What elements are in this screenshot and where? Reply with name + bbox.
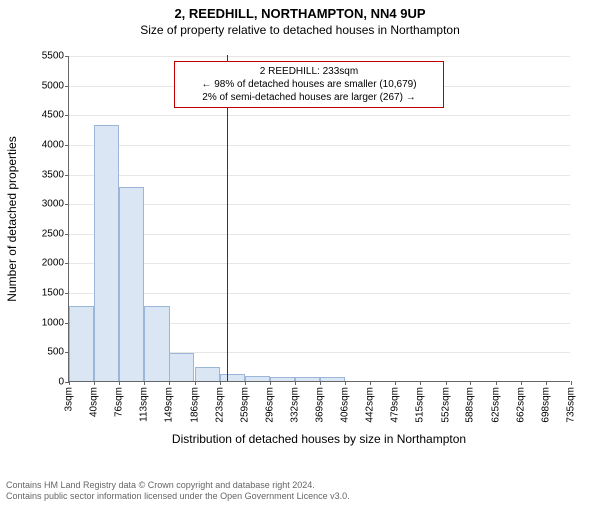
x-tick-label: 442sqm bbox=[365, 387, 376, 423]
x-tick-mark bbox=[245, 381, 246, 385]
y-tick-label: 2000 bbox=[42, 258, 69, 269]
grid-line bbox=[69, 145, 570, 146]
y-tick-label: 3500 bbox=[42, 169, 69, 180]
x-tick-mark bbox=[395, 381, 396, 385]
x-tick-mark bbox=[69, 381, 70, 385]
x-tick-mark bbox=[144, 381, 145, 385]
y-tick-label: 4000 bbox=[42, 139, 69, 150]
x-tick-mark bbox=[470, 381, 471, 385]
histogram-bar bbox=[195, 367, 220, 381]
y-tick-label: 5500 bbox=[42, 51, 69, 62]
y-tick-label: 2500 bbox=[42, 228, 69, 239]
x-tick-label: 296sqm bbox=[264, 387, 275, 423]
x-tick-label: 113sqm bbox=[139, 387, 150, 422]
x-tick-label: 735sqm bbox=[566, 387, 577, 423]
x-tick-mark bbox=[169, 381, 170, 385]
histogram-bar bbox=[270, 377, 295, 381]
x-tick-label: 588sqm bbox=[465, 387, 476, 423]
x-tick-mark bbox=[119, 381, 120, 385]
annotation-line-3: 2% of semi-detached houses are larger (2… bbox=[181, 91, 437, 104]
annotation-line-1: 2 REEDHILL: 233sqm bbox=[181, 65, 437, 78]
x-tick-label: 40sqm bbox=[89, 387, 100, 417]
y-tick-label: 0 bbox=[58, 377, 69, 388]
histogram-bar bbox=[94, 125, 119, 381]
annotation-box: 2 REEDHILL: 233sqm← 98% of detached hous… bbox=[174, 61, 444, 108]
x-tick-mark bbox=[521, 381, 522, 385]
x-tick-mark bbox=[345, 381, 346, 385]
plot-area: 0500100015002000250030003500400045005000… bbox=[68, 56, 570, 382]
x-tick-label: 698sqm bbox=[540, 387, 551, 423]
x-tick-mark bbox=[295, 381, 296, 385]
y-axis-label: Number of detached properties bbox=[5, 136, 19, 301]
x-tick-mark bbox=[370, 381, 371, 385]
chart-title-main: 2, REEDHILL, NORTHAMPTON, NN4 9UP bbox=[0, 6, 600, 21]
footer-line-2: Contains public sector information licen… bbox=[6, 491, 350, 502]
x-axis-label: Distribution of detached houses by size … bbox=[68, 432, 570, 446]
x-tick-mark bbox=[420, 381, 421, 385]
y-tick-label: 3000 bbox=[42, 199, 69, 210]
x-tick-label: 259sqm bbox=[239, 387, 250, 423]
x-tick-mark bbox=[446, 381, 447, 385]
x-tick-label: 149sqm bbox=[164, 387, 175, 423]
x-tick-label: 3sqm bbox=[64, 387, 75, 411]
histogram-bar bbox=[69, 306, 94, 381]
y-tick-label: 500 bbox=[47, 347, 69, 358]
x-tick-label: 625sqm bbox=[490, 387, 501, 423]
x-tick-mark bbox=[496, 381, 497, 385]
x-tick-mark bbox=[320, 381, 321, 385]
x-tick-label: 662sqm bbox=[515, 387, 526, 423]
x-tick-label: 479sqm bbox=[390, 387, 401, 423]
y-tick-label: 1000 bbox=[42, 317, 69, 328]
x-tick-label: 515sqm bbox=[415, 387, 426, 423]
y-tick-label: 5000 bbox=[42, 80, 69, 91]
x-tick-mark bbox=[270, 381, 271, 385]
x-tick-label: 552sqm bbox=[440, 387, 451, 423]
annotation-line-2: ← 98% of detached houses are smaller (10… bbox=[181, 78, 437, 91]
histogram-bar bbox=[320, 377, 345, 381]
x-tick-mark bbox=[94, 381, 95, 385]
histogram-bar bbox=[169, 353, 194, 381]
y-tick-label: 1500 bbox=[42, 288, 69, 299]
histogram-bar bbox=[295, 377, 320, 381]
chart-title-sub: Size of property relative to detached ho… bbox=[0, 23, 600, 37]
x-tick-mark bbox=[571, 381, 572, 385]
grid-line bbox=[69, 175, 570, 176]
chart-area: 0 500 1000 1500 2000 2500 3000 3500 4000 4500 5000… bbox=[0, 50, 600, 450]
x-tick-mark bbox=[546, 381, 547, 385]
histogram-bar bbox=[220, 374, 245, 381]
histogram-bar bbox=[245, 376, 270, 381]
histogram-bar bbox=[119, 187, 144, 381]
histogram-bar bbox=[144, 306, 169, 381]
x-tick-label: 332sqm bbox=[289, 387, 300, 423]
x-tick-label: 76sqm bbox=[114, 387, 125, 417]
y-tick-label: 4500 bbox=[42, 110, 69, 121]
footer-line-1: Contains HM Land Registry data © Crown c… bbox=[6, 480, 350, 491]
footer-attribution: Contains HM Land Registry data © Crown c… bbox=[6, 480, 350, 503]
x-tick-label: 406sqm bbox=[340, 387, 351, 423]
x-tick-label: 369sqm bbox=[315, 387, 326, 423]
x-tick-mark bbox=[195, 381, 196, 385]
x-tick-label: 186sqm bbox=[189, 387, 200, 423]
x-tick-mark bbox=[220, 381, 221, 385]
grid-line bbox=[69, 56, 570, 57]
x-tick-label: 223sqm bbox=[214, 387, 225, 423]
grid-line bbox=[69, 115, 570, 116]
